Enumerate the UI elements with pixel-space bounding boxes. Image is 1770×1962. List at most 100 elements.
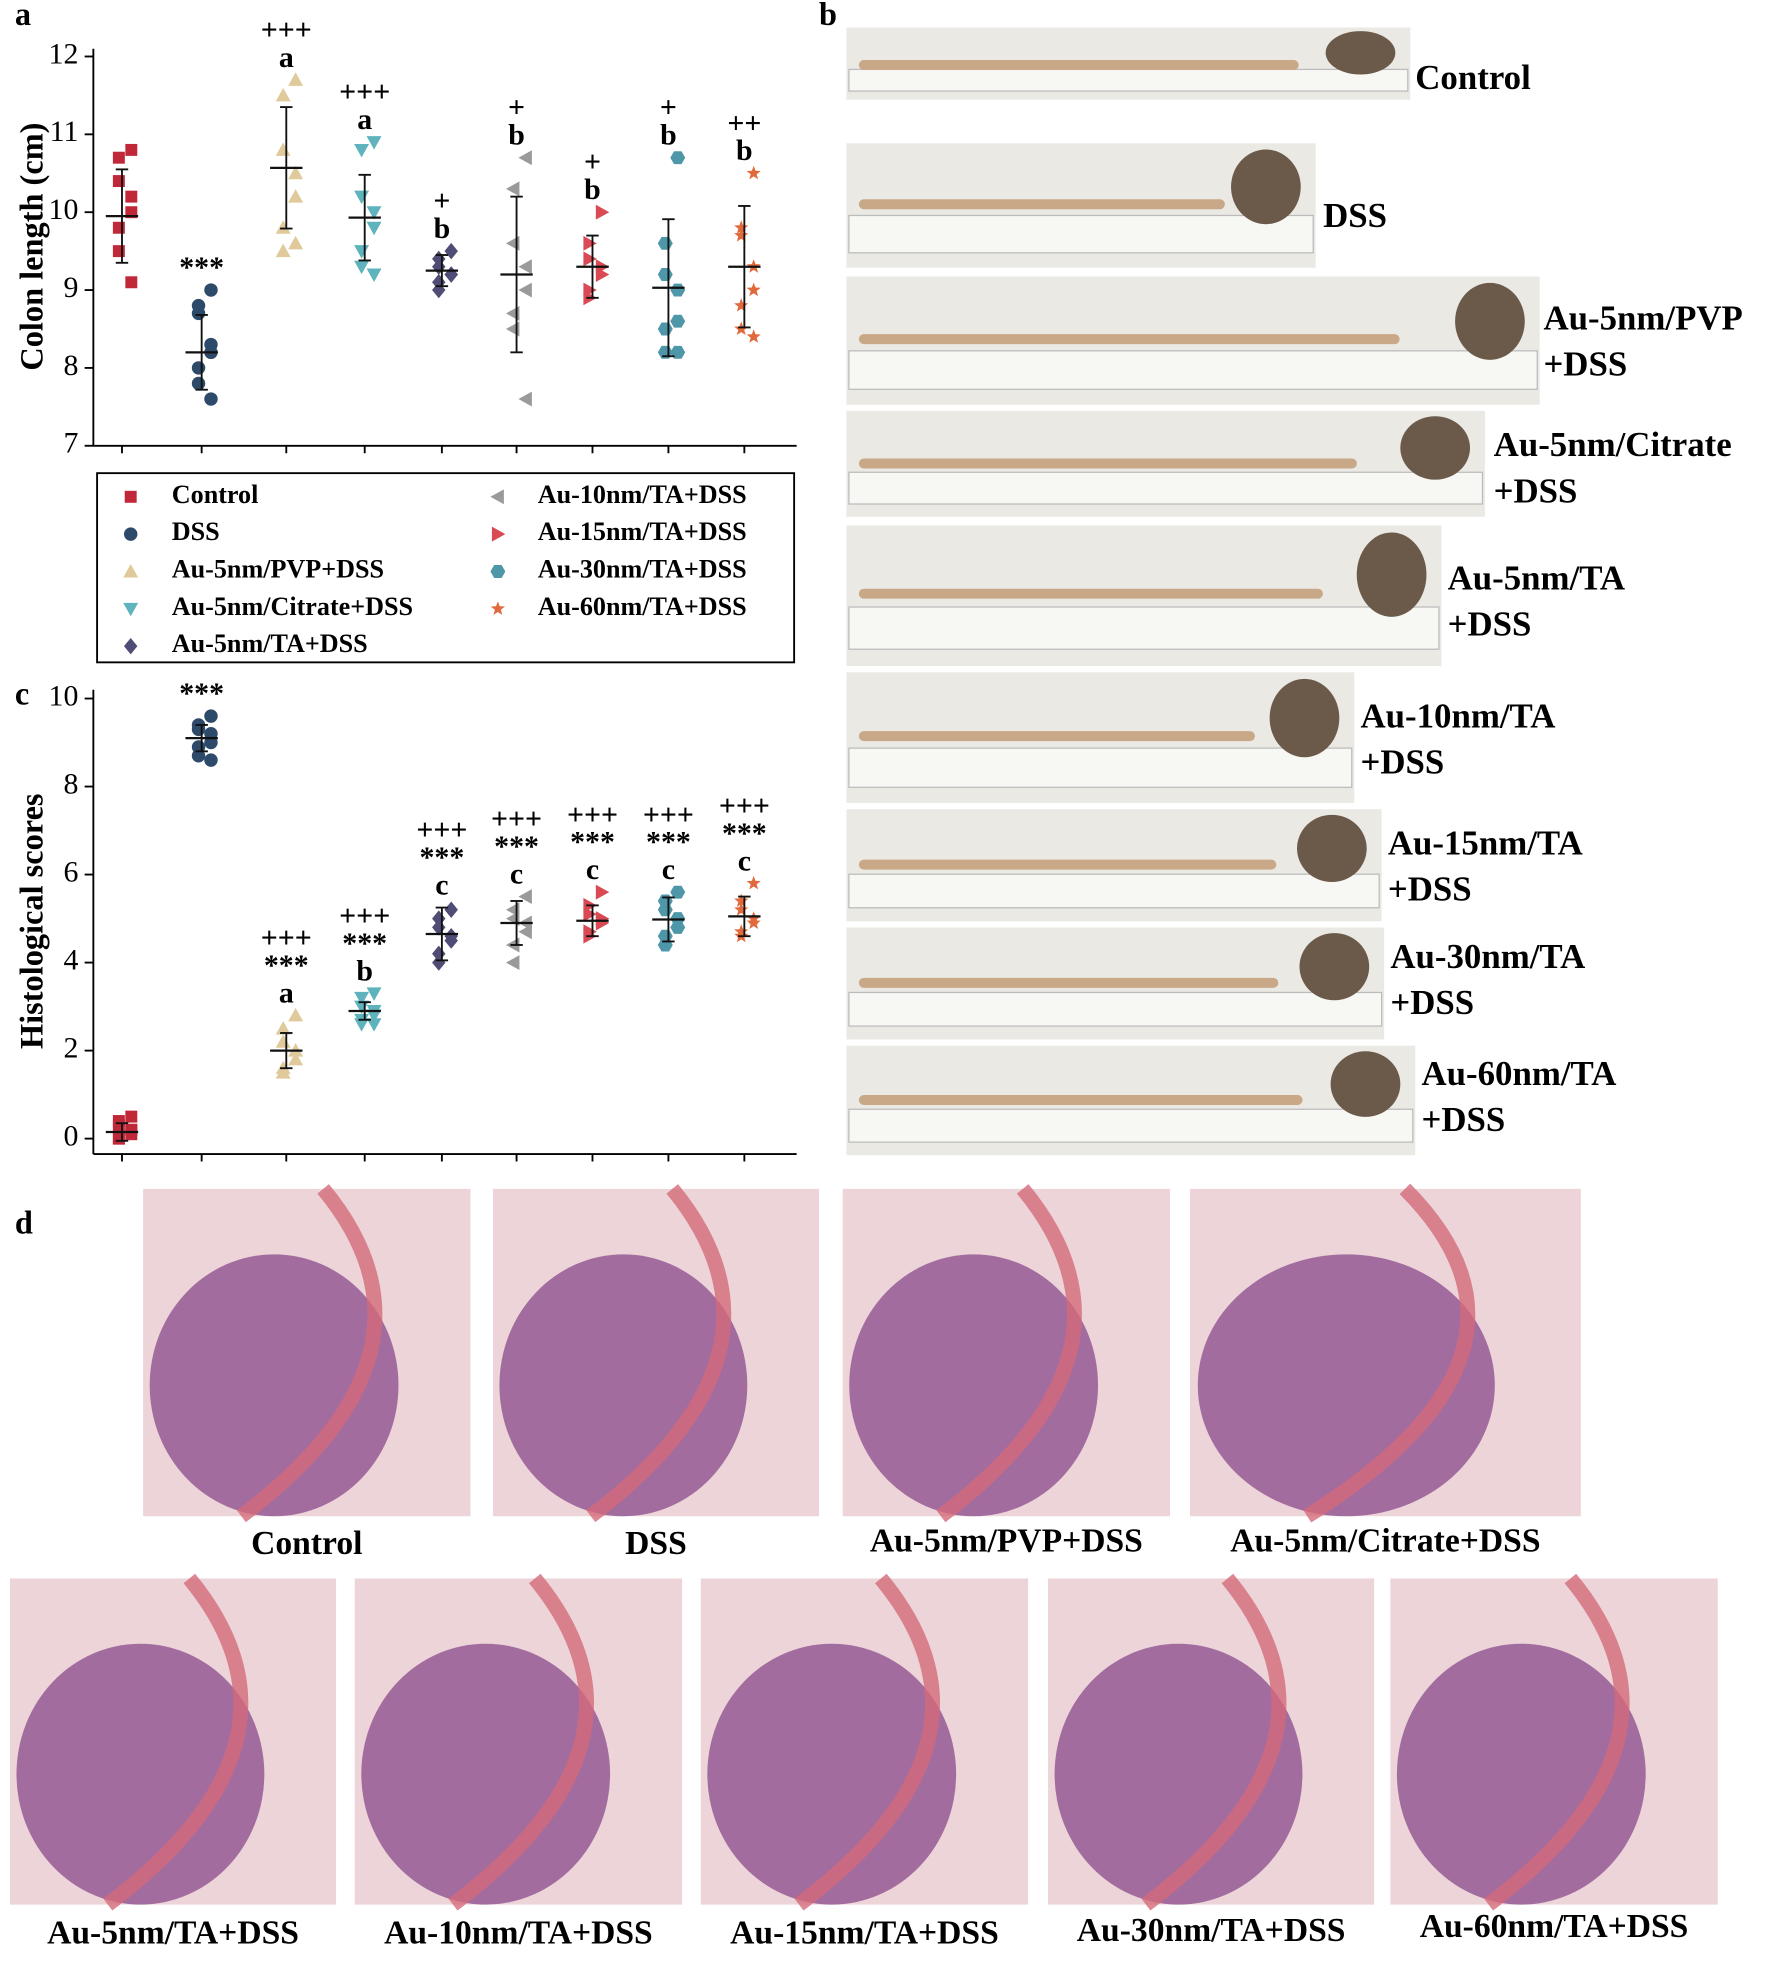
data-point (518, 391, 532, 407)
photo-label: +DSS (1390, 983, 1474, 1022)
data-point (288, 72, 304, 86)
data-point (191, 361, 206, 375)
data-point (288, 1051, 304, 1066)
legend-label: Au-60nm/TA+DSS (538, 592, 747, 621)
colon (858, 859, 1277, 870)
data-point (275, 220, 291, 234)
data-point (657, 322, 673, 336)
data-point (518, 889, 532, 905)
data-point (657, 268, 673, 281)
data-point (657, 236, 673, 250)
colon (858, 458, 1357, 469)
data-point (670, 314, 686, 328)
significance-label: +++ (643, 798, 694, 831)
data-point (366, 987, 382, 1001)
muscle-layer (448, 1573, 594, 1911)
data-point (288, 189, 304, 203)
data-point (746, 875, 761, 890)
histology-caption: Au-5nm/TA+DSS (47, 1914, 299, 1951)
data-point (734, 902, 749, 916)
photo-label: Au-15nm/TA (1388, 824, 1583, 863)
tissue (16, 1643, 265, 1905)
data-point (734, 298, 749, 312)
significance-label: *** (494, 830, 539, 863)
y-axis-label: Histological scores (13, 793, 49, 1049)
data-point (746, 282, 761, 297)
significance-label: +++ (261, 13, 312, 46)
colon-cecum (1330, 1051, 1401, 1117)
legend-label: Au-15nm/TA+DSS (538, 517, 747, 546)
data-point (366, 206, 382, 220)
histology-caption: DSS (625, 1525, 687, 1562)
significance-label: + (508, 91, 525, 124)
ruler (848, 214, 1314, 254)
data-point (191, 749, 206, 763)
muscle-layer (236, 1184, 383, 1523)
data-point (125, 276, 138, 289)
panel-label: d (15, 1205, 33, 1241)
data-point (123, 564, 139, 578)
data-point (354, 190, 370, 205)
data-point (354, 991, 370, 1006)
data-point (125, 1123, 138, 1136)
photo-label: Au-30nm/TA (1390, 937, 1585, 976)
legend-label: Au-5nm/Citrate+DSS (172, 592, 413, 621)
significance-label: c (510, 858, 523, 891)
photo-label: +DSS (1494, 471, 1578, 510)
significance-label: +++ (416, 814, 467, 847)
muscle-layer (1141, 1573, 1287, 1911)
y-tick-label: 10 (49, 193, 79, 226)
significance-label: +++ (719, 790, 770, 823)
y-tick-label: 4 (63, 943, 78, 976)
y-tick-label: 10 (49, 679, 79, 712)
data-point (123, 602, 139, 617)
photo-label: Au-5nm/TA (1448, 558, 1625, 597)
data-point (518, 282, 532, 298)
data-point (366, 1018, 382, 1032)
ruler (848, 1108, 1414, 1143)
significance-label: ++ (727, 107, 761, 140)
muscle-layer (1484, 1573, 1630, 1911)
photo-label: +DSS (1421, 1100, 1505, 1139)
significance-label: + (584, 146, 601, 179)
legend-label: Au-30nm/TA+DSS (538, 554, 747, 583)
data-point (366, 268, 382, 282)
significance-label: b (434, 212, 451, 245)
y-tick-label: 8 (63, 767, 78, 800)
data-point (204, 709, 218, 723)
colon (858, 199, 1225, 210)
muscle-layer (936, 1184, 1082, 1523)
data-point (112, 151, 125, 164)
significance-label: + (433, 185, 450, 218)
significance-label: c (435, 869, 448, 902)
colon (858, 731, 1255, 742)
photo-label: Au-5nm/Citrate (1494, 425, 1732, 464)
significance-label: *** (342, 927, 387, 960)
significance-label: *** (646, 826, 691, 859)
colon-cecum (1299, 933, 1370, 1001)
data-point (275, 1021, 291, 1035)
data-point (125, 143, 138, 156)
significance-label: *** (264, 949, 309, 982)
data-point (595, 915, 610, 931)
tissue (707, 1643, 957, 1905)
significance-label: a (357, 103, 372, 136)
data-point (366, 221, 382, 236)
data-point (490, 565, 506, 578)
data-point (657, 938, 673, 952)
significance-label: *** (179, 251, 224, 284)
colon-cecum (1297, 814, 1367, 883)
data-point (734, 893, 749, 908)
data-point (288, 165, 304, 180)
data-point (354, 1018, 370, 1032)
y-axis-label: Colon length (cm) (13, 123, 49, 371)
histology-caption: Au-10nm/TA+DSS (384, 1914, 653, 1951)
legend-label: Au-5nm/TA+DSS (172, 629, 368, 658)
data-point (354, 260, 370, 275)
data-point (657, 903, 673, 917)
data-point (288, 1007, 304, 1022)
y-tick-label: 12 (49, 37, 79, 70)
legend-label: DSS (172, 517, 220, 546)
significance-label: +++ (339, 76, 390, 109)
